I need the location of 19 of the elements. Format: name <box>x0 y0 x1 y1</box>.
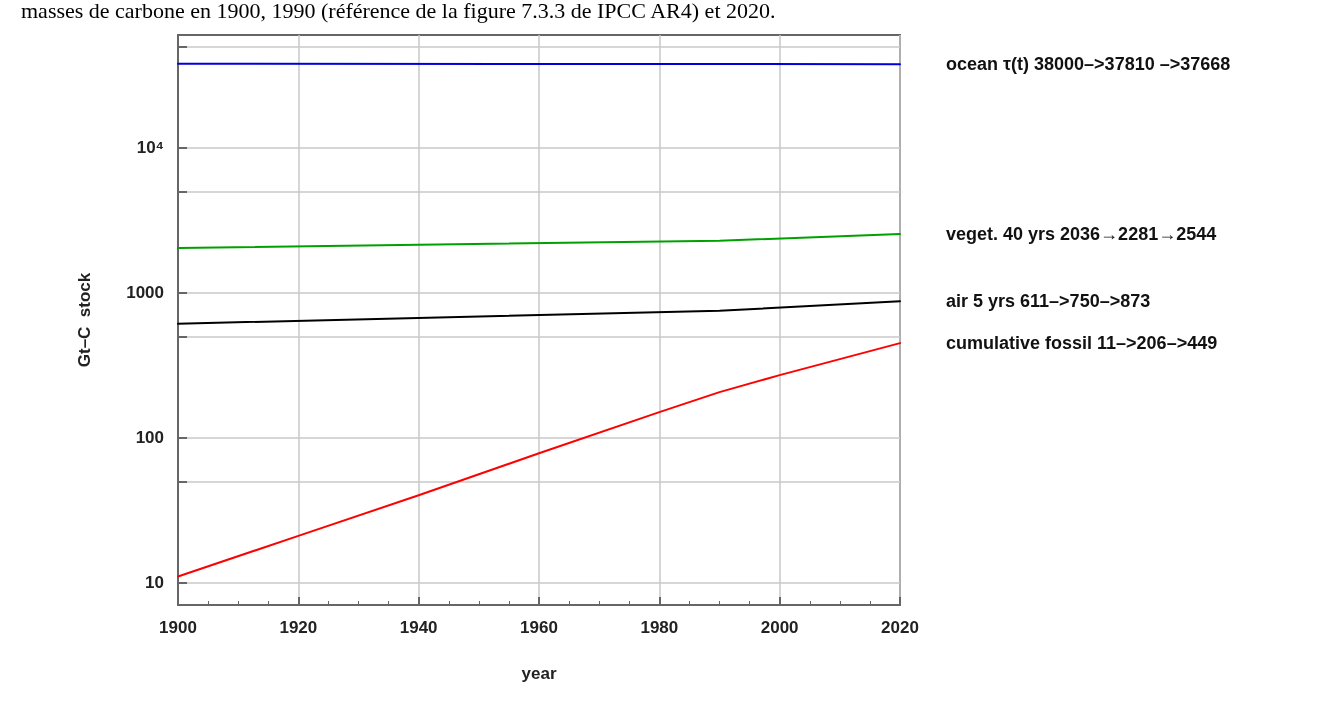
x-tick-label: 1940 <box>399 618 438 637</box>
x-tick-label: 1960 <box>520 618 558 637</box>
chart-title: masses de carbone en 1900, 1990 (référence de la figure 7.3.3 de IPCC AR4) et 2020. <box>21 0 776 23</box>
x-tick-label: 1920 <box>279 618 318 637</box>
x-axis-title: year <box>521 664 557 683</box>
x-tick-label: 2000 <box>760 618 799 637</box>
y-tick-label: 10 <box>145 573 164 593</box>
y-tick-label: 100 <box>135 428 164 448</box>
line-series <box>177 342 901 578</box>
text: veget. 40 yrs 2036→2281→2544 <box>946 223 1217 244</box>
y-tick-label: 10⁴ <box>136 138 164 158</box>
text: cumulative fossil 11–>206–>449 <box>946 333 1218 354</box>
text: ocean τ(t) 38000–>37810 –>37668 <box>946 54 1231 75</box>
x-tick-label: 1900 <box>159 618 197 637</box>
x-tick-label: 2020 <box>881 618 919 637</box>
x-tick-label: 1980 <box>640 618 679 637</box>
y-axis-title: Gt–C stock <box>75 272 94 368</box>
text: air 5 yrs 611–>750–>873 <box>946 291 1151 312</box>
y-tick-label: 1000 <box>126 283 164 303</box>
